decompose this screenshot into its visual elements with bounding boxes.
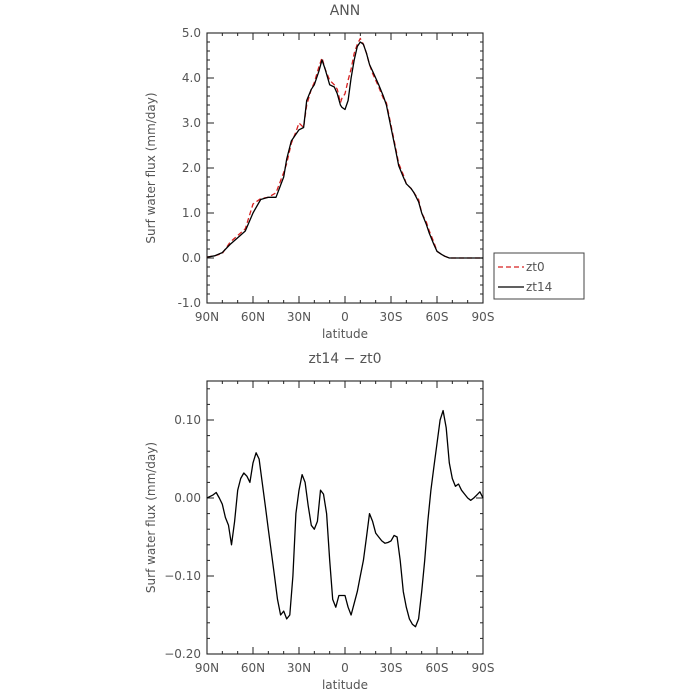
x-tick-label: 90N xyxy=(195,661,219,675)
y-tick-label: 3.0 xyxy=(182,116,201,130)
x-tick-label: 90S xyxy=(472,310,495,324)
x-tick-label: 30N xyxy=(287,661,311,675)
x-axis-label: latitude xyxy=(322,327,368,341)
legend-box xyxy=(493,252,585,300)
x-tick-label: 60S xyxy=(426,310,449,324)
x-tick-label: 60S xyxy=(426,661,449,675)
x-tick-label: 0 xyxy=(341,661,349,675)
x-tick-label: 60N xyxy=(241,661,265,675)
y-tick-label: 0.0 xyxy=(182,251,201,265)
legend-label: zt0 xyxy=(526,260,545,274)
y-axis-label: Surf water flux (mm/day) xyxy=(144,442,158,593)
y-tick-label: 0.10 xyxy=(174,413,201,427)
x-tick-label: 0 xyxy=(341,310,349,324)
plot-frame xyxy=(206,32,484,304)
chart-title: zt14 − zt0 xyxy=(308,351,381,367)
difference-panel: zt14 − zt0 90N 60N 30N 0 30S 60S 90S −0.20 −0.10 0… xyxy=(144,351,494,692)
y-axis-label: Surf water flux (mm/day) xyxy=(144,92,158,243)
y-tick-label: 1.0 xyxy=(182,206,201,220)
y-tick-label: -1.0 xyxy=(178,296,201,310)
y-tick-label: −0.20 xyxy=(164,647,201,661)
series-line-diff xyxy=(206,409,484,628)
y-tick-label: 0.00 xyxy=(174,491,201,505)
legend: zt0 zt14 xyxy=(493,252,585,300)
x-tick-label: 30S xyxy=(380,310,403,324)
x-tick-label: 30N xyxy=(287,310,311,324)
y-tick-label: 2.0 xyxy=(182,161,201,175)
y-tick-label: 5.0 xyxy=(182,26,201,40)
x-tick-label: 90N xyxy=(195,310,219,324)
x-axis-label: latitude xyxy=(322,678,368,692)
y-tick-label: 4.0 xyxy=(182,71,201,85)
x-tick-label: 60N xyxy=(241,310,265,324)
x-tick-label: 90S xyxy=(472,661,495,675)
plot-frame xyxy=(206,380,484,655)
y-tick-label: −0.10 xyxy=(164,569,201,583)
legend-label: zt14 xyxy=(526,280,552,294)
series-line-zt14 xyxy=(206,41,483,259)
annual-panel: ANN 90N 60N 30N 0 30S 60S 90S -1.0 0.0 1.0 2.0 3.0 4.… xyxy=(144,3,585,341)
x-tick-label: 30S xyxy=(380,661,403,675)
chart-title: ANN xyxy=(330,3,361,19)
